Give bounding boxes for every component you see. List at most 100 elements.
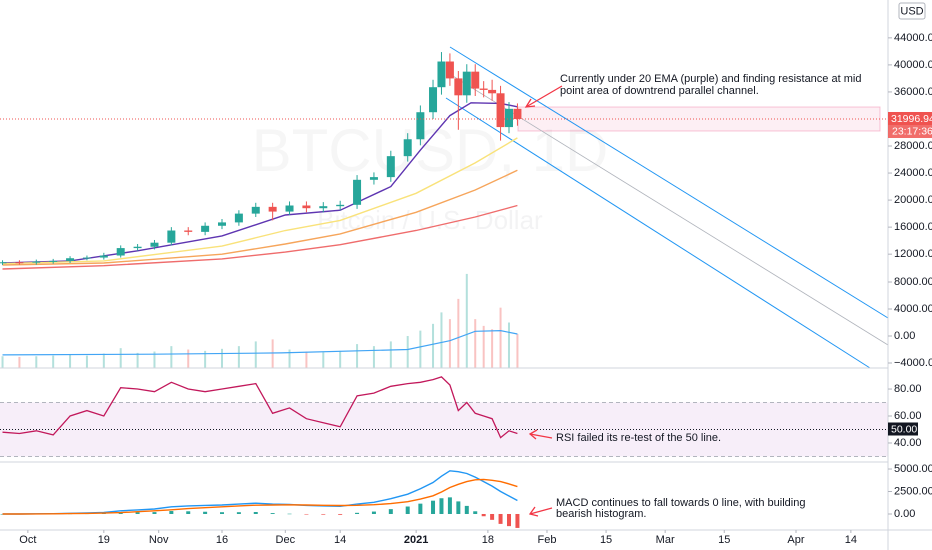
- macd-histogram-bar: [152, 512, 157, 514]
- candle-body: [416, 112, 425, 140]
- candle-body: [454, 78, 463, 96]
- annotation: bearish histogram.: [556, 508, 647, 520]
- arrow: [529, 433, 553, 439]
- candle-body: [369, 177, 378, 180]
- macd-histogram-bar: [236, 512, 241, 514]
- volume-bar: [18, 356, 21, 368]
- volume-bar: [432, 323, 435, 368]
- candle-body: [82, 257, 91, 259]
- arrow: [525, 85, 563, 108]
- candle-body: [234, 213, 243, 223]
- macd-histogram-bar: [490, 513, 495, 520]
- candle-body: [336, 204, 345, 207]
- currency-badge[interactable]: [898, 2, 926, 20]
- volume-bar: [482, 325, 485, 368]
- annotation: point area of downtrend parallel channel…: [560, 85, 759, 97]
- y-tick-label: 12000.00: [894, 248, 932, 260]
- countdown-label: 23:17:36: [892, 125, 932, 137]
- volume-bar: [406, 336, 409, 368]
- candle-body: [49, 260, 58, 262]
- candle-body: [488, 89, 497, 94]
- candle-body: [302, 205, 311, 209]
- channel-lower: [445, 97, 871, 369]
- volume-bar: [440, 312, 443, 368]
- volume-bar: [119, 348, 122, 368]
- annotation: RSI failed its re-test of the 50 line.: [556, 432, 721, 444]
- arrows: [524, 85, 563, 517]
- volume-bar: [204, 350, 207, 368]
- candle-body: [504, 108, 513, 128]
- y-tick-label: 40000.00: [894, 59, 932, 71]
- volume-bar: [389, 341, 392, 368]
- y-tick-label: 20000.00: [894, 194, 932, 206]
- ema-line: [2, 169, 518, 266]
- volume-bar: [288, 349, 291, 368]
- x-tick-label: Apr: [787, 534, 804, 546]
- volume-bar: [102, 353, 105, 368]
- candle-body: [403, 139, 412, 157]
- macd-histogram-bar: [253, 512, 258, 514]
- y-tick-label: 8000.00: [894, 276, 932, 288]
- candle-body: [32, 261, 41, 263]
- y-tick-label: 80.00: [894, 383, 922, 395]
- ema-line: [2, 137, 518, 265]
- volume-bar: [507, 322, 510, 368]
- x-tick-label: 14: [334, 534, 346, 546]
- volume-bar: [1, 356, 4, 368]
- macd-histogram-bar: [473, 511, 478, 514]
- x-tick-label: 18: [482, 534, 494, 546]
- y-tick-label: 36000.00: [894, 86, 932, 98]
- volume-bar: [305, 351, 308, 368]
- x-tick-label: 15: [600, 534, 612, 546]
- y-tick-label: 5000.00: [894, 463, 932, 475]
- volume-bar: [136, 352, 139, 368]
- x-tick-label: 15: [718, 534, 730, 546]
- candle-body: [184, 230, 193, 232]
- macd-histogram-bar: [371, 511, 376, 514]
- y-tick-label: 40.00: [894, 437, 922, 449]
- macd-histogram-bar: [506, 513, 511, 527]
- x-tick-label: Oct: [19, 534, 36, 546]
- volume-bar: [221, 348, 223, 368]
- volume-bar: [448, 319, 451, 368]
- macd-histogram-bar: [270, 513, 275, 514]
- volume-bar: [491, 329, 494, 368]
- rsi-line: [2, 376, 518, 439]
- candle-body: [167, 230, 176, 243]
- signal-line: [2, 478, 518, 515]
- annotation: Currently under 20 EMA (purple) and find…: [560, 73, 861, 85]
- volume-bar: [254, 341, 257, 368]
- volume-bar: [271, 339, 274, 368]
- macd-histogram-bar: [338, 513, 343, 515]
- volume-bar: [356, 344, 359, 368]
- candle-body: [479, 88, 488, 90]
- y-tick-label: 0.00: [894, 508, 915, 520]
- macd-histogram-bar: [355, 512, 360, 514]
- x-tick-label: Dec: [276, 534, 296, 546]
- macd-histogram-bar: [169, 511, 174, 514]
- y-tick-label: 24000.00: [894, 167, 932, 179]
- candle-body: [99, 255, 108, 258]
- volume-bar: [85, 355, 88, 368]
- x-tick-label: Feb: [537, 534, 556, 546]
- y-tick-label: 0.00: [894, 330, 915, 342]
- macd-histogram-bar: [203, 511, 208, 514]
- candle-body: [496, 93, 505, 128]
- volume-bar: [153, 351, 156, 368]
- macd-histogram-bar: [321, 513, 326, 515]
- arrow-head: [524, 98, 536, 108]
- candle-body: [513, 108, 522, 119]
- x-tick-label: 16: [216, 534, 228, 546]
- x-tick-label: 14: [845, 534, 857, 546]
- volume-bar: [419, 330, 422, 368]
- x-tick-label: Mar: [656, 534, 675, 546]
- candle-body: [445, 61, 454, 79]
- volume-bar: [69, 354, 72, 368]
- macd-histogram-bar: [220, 512, 224, 514]
- currency-label: USD: [900, 5, 923, 17]
- candle-body: [353, 179, 362, 205]
- volume-bar: [322, 352, 325, 368]
- x-tick-label: Nov: [149, 534, 169, 546]
- macd-histogram-bar: [456, 501, 461, 514]
- candle-body: [150, 242, 159, 247]
